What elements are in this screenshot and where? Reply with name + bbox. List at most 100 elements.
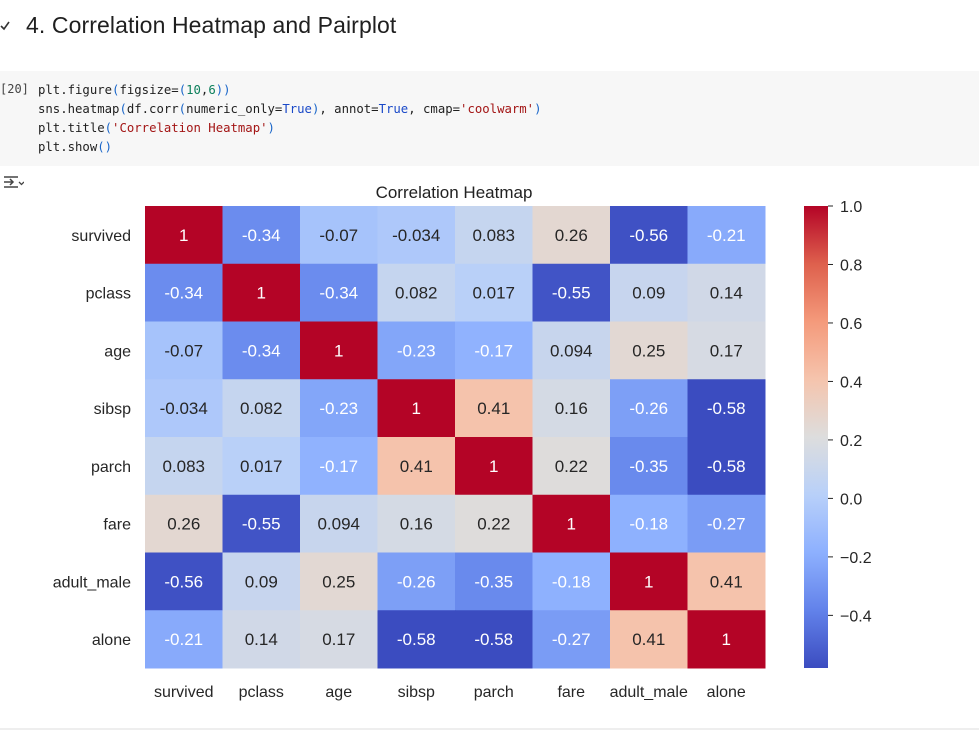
cell-annotation: -0.034	[160, 399, 208, 418]
cell-annotation: 1	[257, 284, 266, 303]
cell-annotation: 0.083	[162, 457, 205, 476]
heatmap-cell	[222, 379, 301, 438]
x-tick-label: alone	[707, 684, 746, 701]
heatmap-cell	[222, 610, 301, 669]
y-tick-label: fare	[103, 517, 131, 534]
cell-annotation: -0.07	[319, 226, 358, 245]
code-line: plt.show()	[38, 138, 542, 157]
heatmap-cell	[532, 263, 611, 322]
code-token: df.corr	[126, 102, 179, 116]
heatmap-cell	[687, 610, 766, 669]
cell-annotation: 0.41	[477, 399, 510, 418]
y-tick-label: adult_male	[53, 574, 131, 591]
heatmap-cell	[532, 321, 611, 380]
code-token: 6	[208, 83, 216, 97]
heatmap-cell	[145, 437, 223, 496]
code-cell[interactable]: [20] plt.figure(figsize=(10,6)) sns.heatm…	[0, 71, 979, 166]
heatmap-cell	[377, 263, 456, 322]
heatmap-cell	[377, 494, 456, 553]
cell-annotation: 0.22	[477, 515, 510, 534]
heatmap-cell	[455, 494, 533, 553]
code-line: plt.figure(figsize=(10,6))	[38, 81, 542, 100]
heatmap-cell	[455, 610, 533, 669]
y-tick-label: alone	[92, 632, 131, 649]
code-token: (	[178, 83, 187, 97]
cell-annotation: -0.56	[629, 226, 668, 245]
heatmap-cell	[222, 206, 301, 265]
heatmap-cell	[610, 437, 688, 496]
cell-annotation: -0.58	[474, 630, 513, 649]
colorbar-tick-label: 1.0	[840, 199, 862, 216]
cell-annotation: -0.26	[629, 399, 668, 418]
cell-annotation: 0.14	[710, 284, 743, 303]
cell-annotation: -0.35	[629, 457, 668, 476]
x-tick-label: fare	[557, 684, 585, 701]
cell-annotation: 0.17	[710, 341, 743, 360]
heatmap-cell	[145, 610, 223, 669]
colorbar-tick-label: −0.4	[840, 608, 872, 625]
code-token: figsize=	[119, 83, 179, 97]
code-token: (	[112, 83, 120, 97]
cell-divider	[0, 728, 979, 730]
heatmap-cell	[532, 379, 611, 438]
cell-annotation: 1	[489, 457, 498, 476]
x-tick-label: survived	[154, 684, 214, 701]
code-token: ))	[215, 83, 231, 97]
heatmap-cell	[222, 494, 301, 553]
chevron-down-icon[interactable]	[0, 18, 14, 34]
cell-annotation: -0.26	[397, 572, 436, 591]
cell-annotation: -0.23	[319, 399, 358, 418]
heatmap-cell	[145, 379, 223, 438]
cell-annotation: 0.26	[167, 515, 200, 534]
cell-annotation: -0.55	[552, 284, 591, 303]
cell-annotation: 0.094	[550, 341, 593, 360]
cell-annotation: -0.58	[707, 399, 746, 418]
cell-annotation: 0.26	[555, 226, 588, 245]
colorbar-tick-label: 0.8	[840, 257, 862, 274]
cell-annotation: 0.41	[632, 630, 665, 649]
heatmap-cell	[300, 610, 378, 669]
code-line: sns.heatmap(df.corr(numeric_only=True), …	[38, 100, 542, 119]
y-tick-label: parch	[91, 459, 131, 476]
code-token: , cmap=	[408, 102, 461, 116]
cell-annotation: 1	[567, 515, 576, 534]
heatmap-cell	[455, 437, 533, 496]
heatmap-cell	[610, 494, 688, 553]
code-editor[interactable]: plt.figure(figsize=(10,6)) sns.heatmap(df…	[38, 81, 542, 157]
cell-annotation: -0.55	[242, 515, 281, 534]
heatmap-cell	[532, 552, 611, 611]
heatmap-cell	[300, 379, 378, 438]
cell-annotation: -0.17	[319, 457, 358, 476]
cell-annotation: 0.41	[400, 457, 433, 476]
heatmap-cell	[300, 321, 378, 380]
heatmap-cell	[532, 610, 611, 669]
cell-annotation: 0.22	[555, 457, 588, 476]
colorbar	[804, 206, 828, 668]
code-token: True	[282, 102, 312, 116]
cell-annotation: 1	[644, 572, 653, 591]
colorbar-tick-label: 0.6	[840, 316, 862, 333]
code-token: sns.heatmap	[38, 102, 120, 116]
heatmap-cell	[687, 263, 766, 322]
output-collapse-icon[interactable]	[2, 173, 24, 193]
code-line: plt.title('Correlation Heatmap')	[38, 119, 542, 138]
cell-annotation: -0.34	[319, 284, 358, 303]
heatmap-cell	[222, 321, 301, 380]
code-token: )	[534, 102, 542, 116]
heatmap-cell	[687, 437, 766, 496]
cell-annotation: 0.017	[240, 457, 283, 476]
heatmap-cell	[610, 552, 688, 611]
heatmap-cell	[455, 379, 533, 438]
heatmap-cell	[455, 321, 533, 380]
heatmap-cell	[687, 206, 766, 265]
heatmap-cell	[145, 263, 223, 322]
cell-annotation: 1	[412, 399, 421, 418]
heatmap-cell	[687, 321, 766, 380]
cell-annotation: -0.07	[164, 341, 203, 360]
cell-annotation: 1	[334, 341, 343, 360]
y-tick-label: survived	[71, 228, 131, 245]
heatmap-cell	[610, 610, 688, 669]
x-tick-label: age	[325, 684, 352, 701]
cell-annotation: -0.34	[242, 341, 281, 360]
